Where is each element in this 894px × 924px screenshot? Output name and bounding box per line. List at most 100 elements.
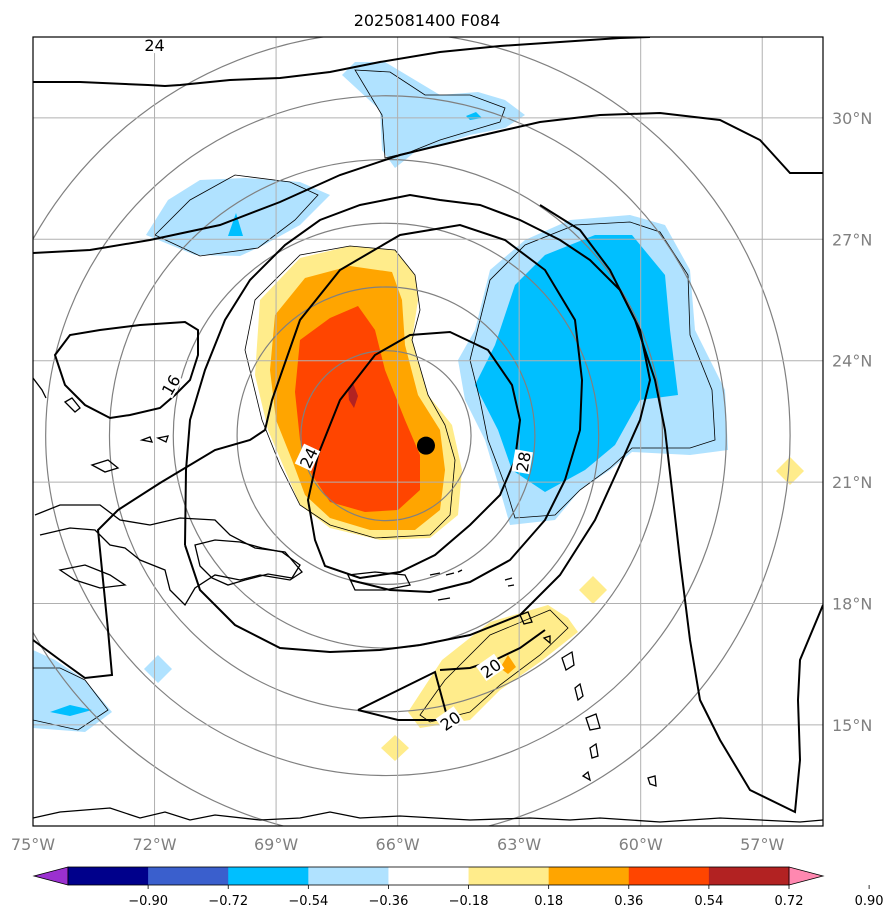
coast-south-america — [33, 807, 823, 823]
colorbar-extend-high — [788, 866, 825, 886]
x-tick-label: 69°W — [254, 835, 298, 854]
range-ring — [33, 37, 791, 826]
shade-0.18-0.36-east — [776, 457, 804, 485]
coast-bahamas-2 — [90, 459, 120, 473]
coast-lesser-antilles-1 — [561, 650, 575, 671]
coast-lesser-antilles-2 — [574, 682, 584, 702]
range-ring — [236, 286, 536, 585]
contour-24 — [33, 223, 584, 680]
colorbar-segment — [308, 867, 389, 885]
colorbar-frame — [67, 866, 790, 886]
shade-neg-0.18-0.36-northwest — [146, 178, 330, 256]
coast-lesser-antilles-8 — [542, 635, 551, 645]
contour-label-group: 24 — [143, 36, 166, 55]
contour-label-bg — [476, 653, 505, 682]
y-axis-tick-labels: 30°N 27°N 24°N 21°N 18°N 15°N — [832, 109, 872, 735]
colorbar-tick-label: −0.72 — [208, 894, 248, 909]
coast-bahamas-4 — [156, 435, 169, 443]
storm-center-marker — [416, 436, 435, 455]
outline-negative-east — [469, 221, 716, 519]
colorbar-tick-label: 0.72 — [775, 894, 804, 909]
shade-outlines — [33, 69, 716, 731]
coast-cuba — [34, 504, 303, 607]
gridlines — [33, 37, 823, 826]
outline-negative-west — [33, 667, 109, 731]
outline-positive — [244, 245, 456, 539]
colorbar-tick-label: −0.36 — [369, 894, 409, 909]
coast-lesser-antilles-7 — [519, 611, 533, 625]
x-tick-label: 72°W — [132, 835, 176, 854]
contour-label-bg — [143, 37, 166, 54]
colorbar-tick-label: 0.90 — [855, 894, 884, 909]
map-frame — [32, 36, 824, 827]
coast-lesser-antilles-6 — [647, 775, 657, 787]
chart-title: 2025081400 F084 — [354, 11, 501, 30]
shade-neg-0.18-0.36-small — [144, 655, 172, 683]
shade-neg-0.36-0.54-northwest — [228, 213, 243, 236]
coast-florida-tip — [33, 377, 47, 399]
shade-0.72-0.90 — [348, 383, 358, 408]
contour-label-bg — [156, 370, 184, 399]
contour-label-bg — [294, 443, 321, 472]
y-tick-label: 15°N — [832, 716, 872, 735]
height-contours — [33, 37, 823, 814]
x-axis-tick-labels: 75°W 72°W 69°W 66°W 63°W 60°W 57°W — [11, 835, 785, 854]
colorbar-segment — [708, 867, 790, 885]
shade-0.36-0.54-south — [500, 655, 516, 674]
coast-lesser-antilles-3 — [585, 713, 601, 731]
coast-bahamas-3 — [139, 436, 154, 443]
contour-label-bg — [511, 449, 533, 475]
outline-negative-northwest — [154, 174, 319, 257]
colorbar-tick-label: −0.18 — [449, 894, 489, 909]
colorbar-segment — [148, 867, 229, 885]
colorbar-segment — [388, 867, 470, 885]
colorbar-extend-low — [32, 866, 69, 886]
colorbar-tick-label: −0.90 — [128, 894, 168, 909]
coast-bahamas-1 — [63, 397, 81, 413]
contour-north-2 — [33, 111, 823, 254]
shade-0.54-0.72 — [295, 306, 420, 512]
coast-puerto-rico — [347, 571, 411, 591]
contour-label: 24 — [144, 36, 164, 55]
colorbar-segment — [228, 867, 309, 885]
shade-0.18-0.36-south-small — [381, 735, 409, 761]
colorbar-tick-label: −0.54 — [288, 894, 328, 909]
x-tick-label: 60°W — [619, 835, 663, 854]
x-tick-label: 66°W — [376, 835, 420, 854]
range-rings — [33, 37, 791, 826]
shade-neg-0.36-0.54-east — [475, 235, 678, 492]
outline-negative-north — [354, 69, 506, 159]
contour-28 — [306, 330, 522, 580]
colorbar-tick-label: 0.36 — [614, 894, 643, 909]
coast-lesser-antilles-5 — [581, 770, 592, 782]
x-tick-label: 57°W — [740, 835, 784, 854]
colorbar: −0.90 −0.72 −0.54 −0.36 −0.18 0.18 0.36 0.54 0.7… — [32, 866, 884, 909]
y-tick-label: 18°N — [832, 594, 872, 613]
range-ring — [300, 350, 472, 522]
x-tick-label: 75°W — [11, 835, 55, 854]
y-tick-label: 30°N — [832, 109, 872, 128]
colorbar-segment — [628, 867, 710, 885]
colorbar-tick-label: 0.18 — [534, 894, 563, 909]
y-tick-label: 24°N — [832, 352, 872, 371]
range-ring — [45, 95, 727, 777]
contour-label-group: 28 — [511, 449, 535, 475]
coast-jamaica — [58, 564, 127, 589]
coastlines — [33, 377, 823, 823]
shade-neg-0.18-0.36-north — [342, 62, 525, 168]
coast-lesser-antilles-4 — [589, 742, 599, 759]
y-tick-label: 21°N — [832, 473, 872, 492]
colorbar-segment — [468, 867, 550, 885]
contour-north-24 — [33, 37, 651, 88]
x-tick-label: 63°W — [497, 835, 541, 854]
coast-small-islands — [429, 569, 515, 601]
shade-0.18-0.36-east-small — [579, 576, 607, 604]
contour-east — [539, 204, 823, 814]
negative-anomaly-shading — [33, 62, 728, 732]
y-tick-label: 27°N — [832, 230, 872, 249]
contour-16 — [53, 320, 199, 420]
contour-label-bg — [435, 706, 464, 734]
